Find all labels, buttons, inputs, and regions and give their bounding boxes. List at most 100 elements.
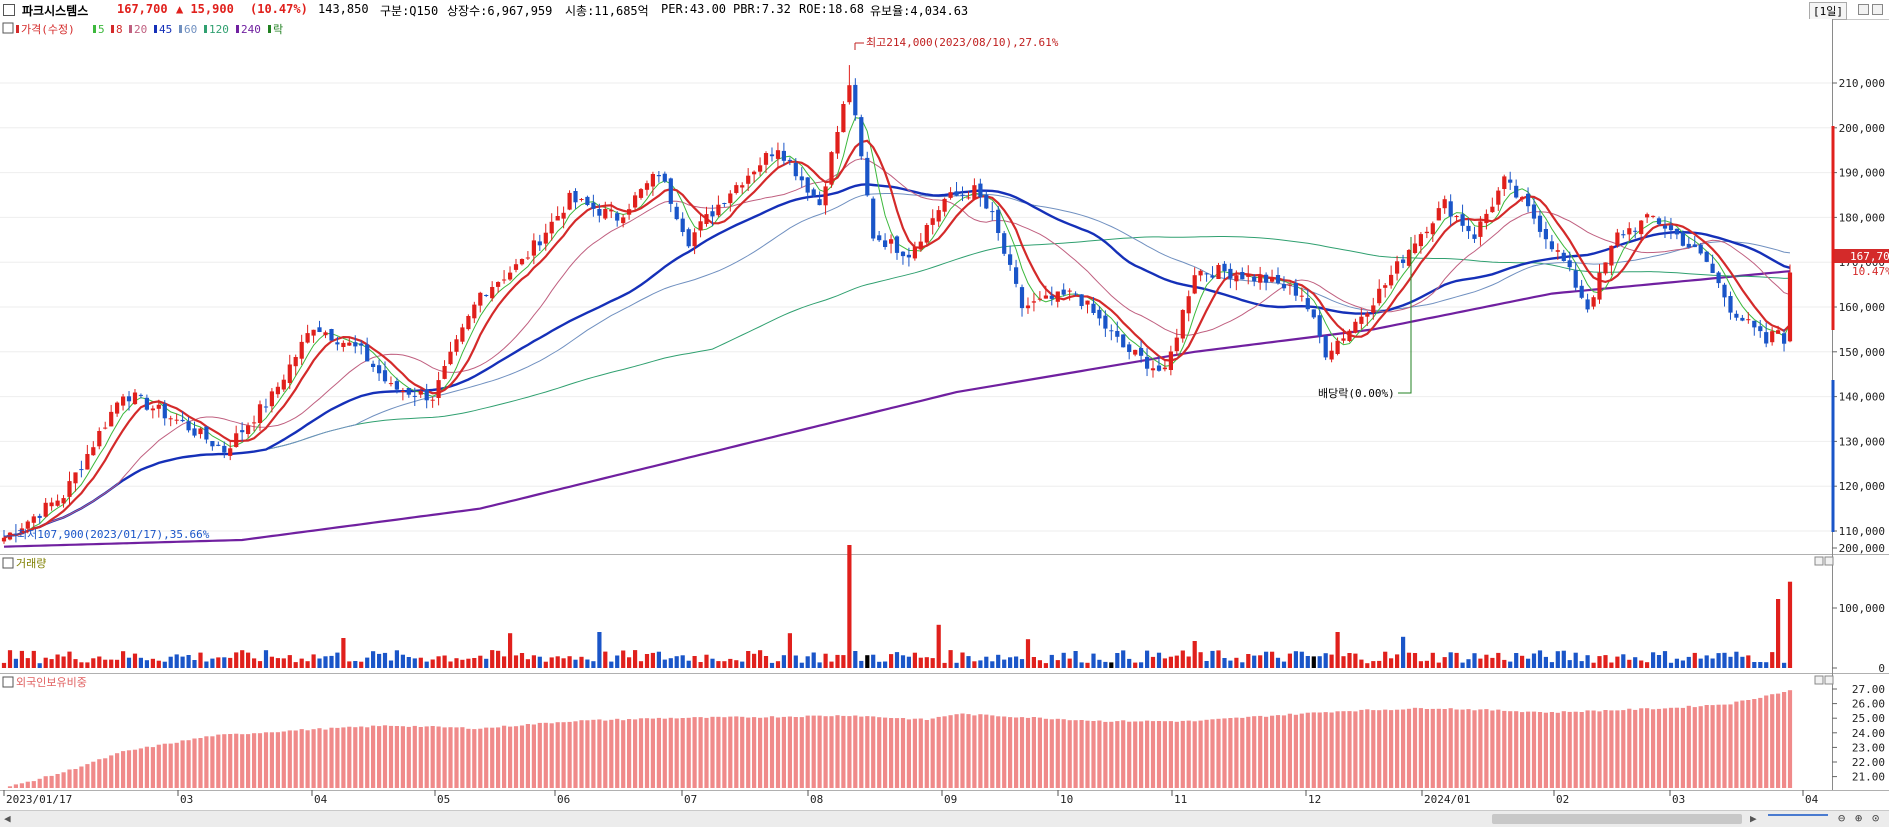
maximize-icon[interactable]: [1858, 4, 1869, 15]
volume-bar: [508, 633, 513, 668]
volume-bar: [603, 651, 608, 668]
candle-body: [1460, 214, 1465, 226]
candle-body: [1127, 344, 1132, 352]
zoom-reset-icon[interactable]: ⊙: [1872, 811, 1880, 825]
candle-body: [1305, 298, 1310, 310]
close-icon[interactable]: [1872, 4, 1883, 15]
high-marker: [854, 42, 864, 50]
candle-body: [400, 391, 405, 392]
panel-checkbox[interactable]: [3, 4, 15, 16]
volume-bar: [1514, 653, 1519, 668]
zoom-slider[interactable]: [1768, 814, 1828, 824]
candle-body: [198, 428, 203, 435]
foreign-bar: [1627, 708, 1632, 788]
volume-maximize-icon[interactable]: [1814, 556, 1824, 566]
candle-body: [894, 236, 900, 253]
foreign-bar: [740, 716, 745, 788]
volume-bar: [633, 650, 638, 668]
foreign-maximize-icon[interactable]: [1814, 675, 1824, 685]
volume-bar: [115, 659, 120, 668]
volume-close-icon[interactable]: [1824, 556, 1834, 566]
candle-body: [1520, 197, 1525, 200]
volume-bar: [323, 656, 328, 668]
foreign-bar: [31, 781, 36, 788]
scroll-right-icon[interactable]: ▶: [1750, 812, 1757, 825]
zoom-out-icon[interactable]: ⊖: [1838, 811, 1846, 825]
volume-bar: [1037, 660, 1042, 668]
candle-body: [823, 186, 828, 206]
volume-bar: [1561, 650, 1566, 668]
candle-body: [61, 498, 66, 504]
foreign-bar: [180, 740, 185, 788]
price-change: ▲ 15,900: [176, 2, 234, 16]
candle-body: [674, 206, 679, 220]
foreign-bar: [900, 718, 906, 788]
foreign-bar: [115, 753, 120, 788]
foreign-bar: [555, 722, 560, 788]
foreign-bar: [1502, 710, 1507, 788]
foreign-bar: [79, 766, 84, 788]
volume-bar: [650, 652, 655, 668]
volume-bar: [1008, 657, 1013, 668]
candle-body: [1478, 221, 1483, 237]
foreign-bar: [1686, 705, 1691, 788]
zoom-in-icon[interactable]: ⊕: [1855, 811, 1863, 825]
candle-body: [841, 104, 846, 133]
foreign-bar: [1133, 721, 1138, 788]
candle-body: [1228, 268, 1233, 279]
candle-body: [1234, 275, 1239, 282]
volume-bar: [394, 650, 399, 668]
foreign-bar: [198, 738, 203, 788]
candle-body: [1359, 316, 1364, 324]
candle-body: [1365, 313, 1370, 317]
foreign-bar: [621, 720, 626, 788]
volume-bar: [1043, 663, 1048, 668]
legend-swatch: [154, 25, 157, 33]
x-tick-label: 08: [810, 793, 823, 806]
foreign-bar: [1049, 719, 1054, 788]
volume-bar: [1496, 652, 1501, 668]
foreign-bar: [1752, 699, 1757, 788]
foreign-bar: [1549, 712, 1554, 788]
candle-body: [877, 235, 882, 241]
foreign-bar: [1293, 714, 1298, 788]
horizontal-scrollbar[interactable]: ◀ ▶ ⊖ ⊕ ⊙: [0, 810, 1889, 827]
x-tick-label: 2024/01: [1424, 793, 1470, 806]
foreign-bar: [775, 717, 781, 788]
volume-bar: [877, 661, 882, 668]
period-selector[interactable]: [1일]: [1809, 2, 1847, 20]
volume-bar: [478, 655, 483, 668]
foreign-bar: [889, 718, 894, 788]
volume-bar: [353, 661, 358, 668]
candle-body: [1264, 274, 1269, 283]
foreign-bar: [162, 743, 167, 788]
scroll-thumb[interactable]: [1492, 814, 1742, 824]
y-tick-label: 100,000: [1839, 602, 1885, 615]
volume-bar: [1603, 655, 1608, 668]
foreign-bar: [1234, 717, 1239, 788]
volume-bar: [144, 660, 149, 668]
volume-bar: [662, 659, 667, 668]
stock-name[interactable]: 파크시스템스: [22, 4, 89, 18]
candle-body: [1204, 273, 1209, 275]
volume-checkbox[interactable]: [2, 557, 14, 569]
stock-chart[interactable]: 210,000200,000190,000180,000170,000160,0…: [0, 0, 1889, 810]
candle-body: [1615, 232, 1620, 246]
foreign-bar: [781, 716, 786, 788]
foreign-bar: [1275, 715, 1281, 788]
volume-bar: [853, 651, 858, 668]
foreign-bar: [859, 716, 864, 788]
foreign-checkbox[interactable]: [2, 676, 14, 688]
foreign-bar: [454, 727, 459, 788]
volume-bar: [246, 652, 251, 668]
legend-checkbox[interactable]: [2, 22, 14, 34]
candle-body: [1240, 272, 1245, 280]
candle-body: [347, 342, 352, 346]
foreign-bar: [1014, 717, 1019, 788]
foreign-bar: [1240, 717, 1245, 788]
scroll-left-icon[interactable]: ◀: [4, 812, 11, 825]
price-panel[interactable]: [0, 19, 1832, 554]
foreign-bar: [305, 730, 310, 788]
candle-body: [323, 332, 328, 336]
foreign-close-icon[interactable]: [1824, 675, 1834, 685]
